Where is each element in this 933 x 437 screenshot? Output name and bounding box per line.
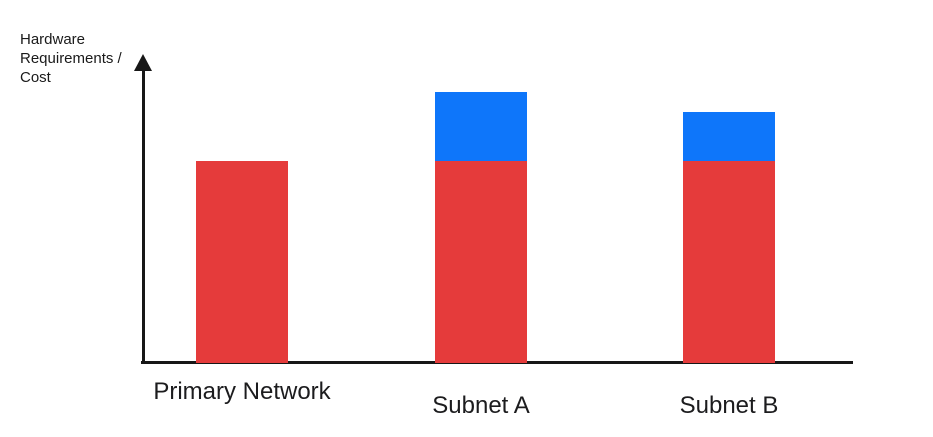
bar-segment-blue	[683, 112, 775, 161]
bar-primary-network	[196, 161, 288, 363]
y-axis-line	[142, 66, 145, 364]
bar-segment-red	[683, 161, 775, 363]
y-axis-label: Hardware Requirements / Cost	[20, 31, 122, 86]
bar-subnet-b	[683, 112, 775, 363]
bar-segment-blue	[435, 92, 527, 161]
bar-subnet-a	[435, 92, 527, 363]
category-label-subnet-b: Subnet B	[679, 392, 779, 419]
bar-segment-red	[196, 161, 288, 363]
category-label-primary-network: Primary Network	[153, 378, 331, 405]
category-label-subnet-a: Subnet A	[432, 392, 530, 419]
bar-segment-red	[435, 161, 527, 363]
y-axis-arrow-icon	[134, 54, 152, 71]
